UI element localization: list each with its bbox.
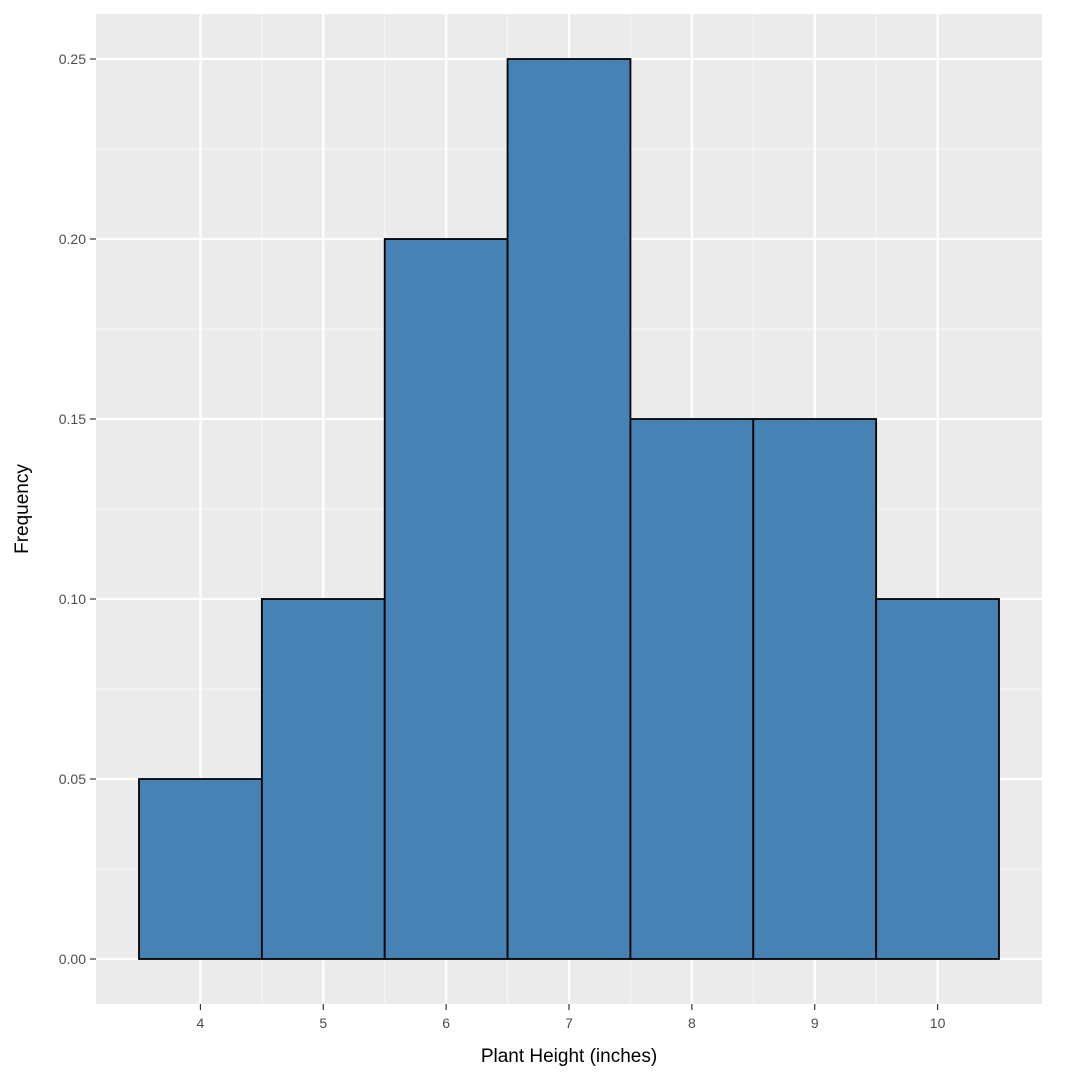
- y-tick-label: 0.20: [59, 231, 86, 247]
- x-tick-label: 8: [688, 1015, 696, 1031]
- x-tick-label: 10: [930, 1015, 946, 1031]
- histogram-bar-1: [138, 778, 263, 960]
- histogram-bar-7: [875, 598, 1000, 960]
- x-axis-title: Plant Height (inches): [481, 1046, 657, 1067]
- x-tick-label: 4: [197, 1015, 205, 1031]
- histogram-bar-6: [752, 418, 878, 960]
- y-tick-label: 0.25: [59, 51, 86, 67]
- y-tick-label: 0.00: [59, 951, 86, 967]
- y-axis: 0.00 0.05 0.10 0.15 0.20 0.25: [59, 51, 96, 967]
- y-tick-label: 0.15: [59, 411, 86, 427]
- histogram-bar-5: [629, 418, 755, 960]
- x-axis: 4 5 6 7 8 9 10: [197, 1004, 946, 1031]
- histogram-bars: [138, 58, 1000, 960]
- y-tick-label: 0.05: [59, 771, 86, 787]
- x-tick-label: 9: [811, 1015, 819, 1031]
- y-tick-label: 0.10: [59, 591, 86, 607]
- y-axis-title: Frequency: [12, 464, 33, 554]
- histogram-bar-2: [260, 598, 386, 960]
- histogram-bar-4: [506, 58, 632, 960]
- histogram-bar-3: [383, 238, 509, 960]
- x-tick-label: 6: [442, 1015, 450, 1031]
- x-tick-label: 7: [565, 1015, 573, 1031]
- x-tick-label: 5: [319, 1015, 327, 1031]
